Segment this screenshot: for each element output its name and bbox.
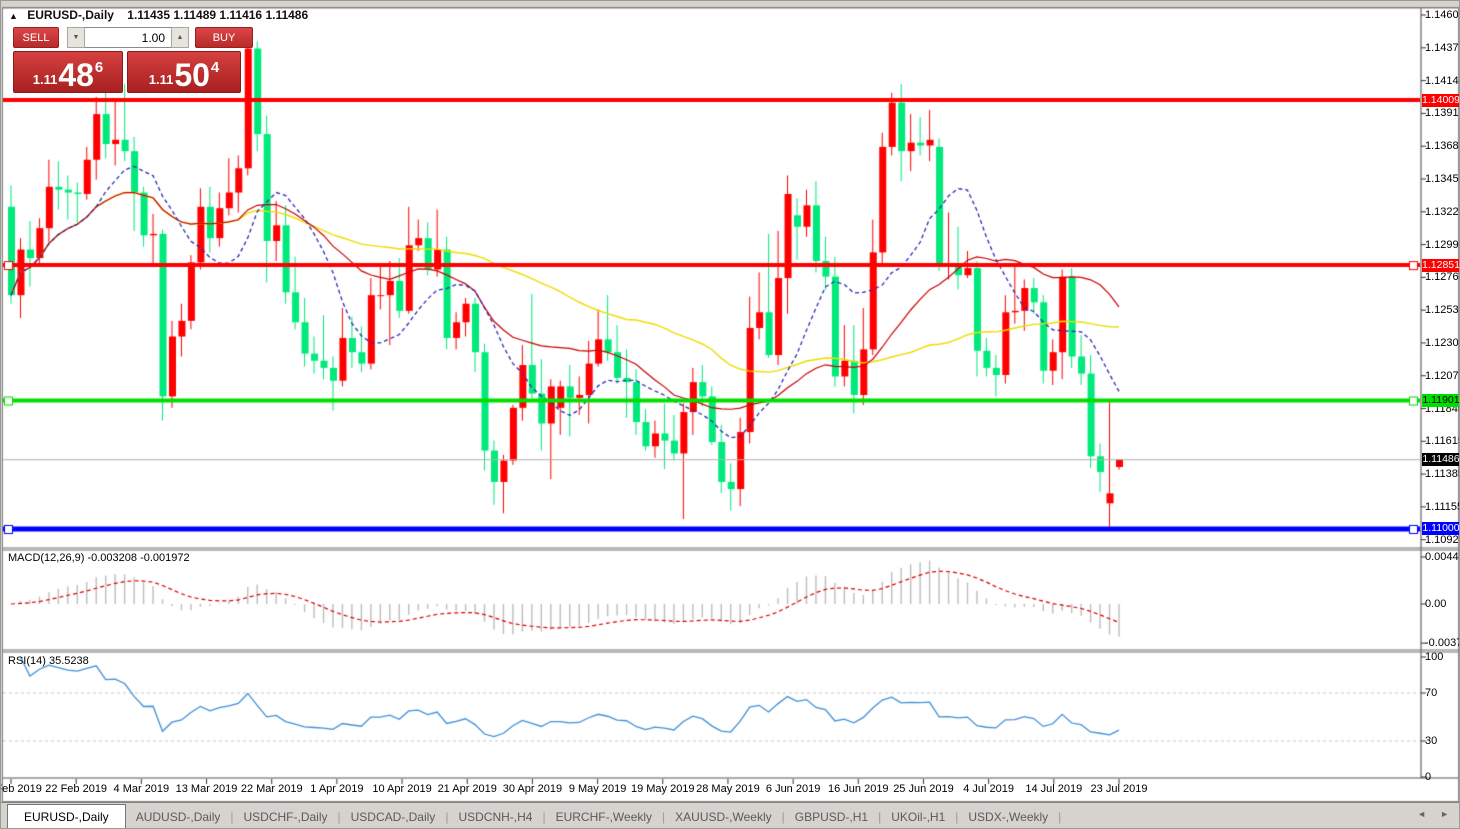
price-tick-label: 1.11615 bbox=[1425, 435, 1459, 448]
tab-gbpusd-h1[interactable]: GBPUSD-,H1 bbox=[794, 809, 869, 824]
chart-canvas[interactable] bbox=[1, 1, 1459, 802]
rsi-tick-label: 30 bbox=[1425, 735, 1438, 747]
rsi-pane-label: RSI(14) 35.5238 bbox=[8, 655, 89, 667]
tab-usdx-weekly[interactable]: USDX-,Weekly bbox=[968, 809, 1049, 824]
price-level-badge: 1.12851 bbox=[1422, 258, 1460, 272]
tab-scroll-left-icon[interactable]: ◄ bbox=[1417, 809, 1427, 819]
tab-usdcnh-h4[interactable]: USDCNH-,H4 bbox=[458, 809, 533, 824]
buy-price-panel[interactable]: 1.11 50 4 bbox=[127, 51, 241, 93]
tab-ukoil-h1[interactable]: UKOil-,H1 bbox=[891, 809, 946, 824]
price-tick-label: 1.13225 bbox=[1425, 205, 1459, 218]
macd-tick-label: -0.0037155 bbox=[1425, 637, 1459, 650]
tab-usdcad-daily[interactable]: USDCAD-,Daily bbox=[350, 809, 436, 824]
ohlc-values: 1.11435 1.11489 1.11416 1.11486 bbox=[127, 8, 309, 22]
date-tick-label: 23 Jul 2019 bbox=[1090, 783, 1148, 795]
price-tick-label: 1.12765 bbox=[1425, 271, 1459, 284]
tab-separator: | bbox=[542, 809, 546, 824]
price-tick-label: 1.12075 bbox=[1425, 369, 1459, 382]
date-tick-label: 1 Apr 2019 bbox=[310, 783, 364, 795]
chart-header: ▲ EURUSD-,Daily 1.11435 1.11489 1.11416 … bbox=[9, 8, 308, 22]
tab-separator: | bbox=[230, 809, 234, 824]
price-tick-label: 1.11385 bbox=[1425, 468, 1459, 481]
sell-price-small: 1.11 bbox=[32, 72, 58, 87]
buy-price-big: 50 bbox=[174, 57, 210, 93]
price-tick-label: 1.13455 bbox=[1425, 172, 1459, 185]
date-tick-label: 10 Apr 2019 bbox=[372, 783, 432, 795]
date-tick-label: 22 Mar 2019 bbox=[240, 783, 303, 795]
price-level-badge: 1.14009 bbox=[1422, 93, 1460, 107]
volume-input[interactable] bbox=[85, 27, 171, 48]
rsi-tick-label: 70 bbox=[1425, 687, 1438, 699]
date-tick-label: 21 Apr 2019 bbox=[437, 783, 497, 795]
price-tick-label: 1.12995 bbox=[1425, 238, 1459, 251]
rsi-tick-label: 100 bbox=[1425, 651, 1444, 663]
tab-eurusd-daily-active[interactable]: EURUSD-,Daily bbox=[7, 804, 126, 828]
buy-button[interactable]: BUY bbox=[195, 27, 253, 48]
price-tick-label: 1.13915 bbox=[1425, 107, 1459, 120]
sell-price-panel[interactable]: 1.11 48 6 bbox=[13, 51, 123, 93]
date-tick-label: 14 Jul 2019 bbox=[1025, 783, 1083, 795]
date-tick-label: 25 Jun 2019 bbox=[893, 783, 954, 795]
tab-usdchf-daily[interactable]: USDCHF-,Daily bbox=[243, 809, 328, 824]
tab-separator: | bbox=[445, 809, 449, 824]
price-tick-label: 1.11155 bbox=[1425, 500, 1460, 513]
macd-tick-label: 0.004465 bbox=[1425, 550, 1459, 563]
macd-tick-label: 0.00 bbox=[1425, 598, 1447, 610]
tab-separator: | bbox=[878, 809, 882, 824]
price-tick-label: 1.14375 bbox=[1425, 41, 1459, 54]
tab-separator: | bbox=[955, 809, 959, 824]
tab-xauusd-weekly[interactable]: XAUUSD-,Weekly bbox=[675, 809, 772, 824]
date-tick-label: 6 Jun 2019 bbox=[765, 783, 821, 795]
tab-scroll-right-icon[interactable]: ► bbox=[1440, 809, 1449, 819]
current-price-badge: 1.11486 bbox=[1422, 453, 1460, 467]
volume-increase-button[interactable]: ▲ bbox=[171, 27, 189, 48]
rsi-tick-label: 0 bbox=[1425, 771, 1432, 783]
tab-separator: | bbox=[337, 809, 341, 824]
date-tick-label: 28 May 2019 bbox=[696, 783, 760, 795]
price-tick-label: 1.12305 bbox=[1425, 336, 1459, 349]
date-tick-label: 13 Feb 2019 bbox=[1, 783, 42, 795]
tab-eurchf-weekly[interactable]: EURCHF-,Weekly bbox=[555, 809, 653, 824]
collapse-trade-widget-icon[interactable]: ▲ bbox=[9, 11, 18, 21]
date-tick-label: 4 Jul 2019 bbox=[963, 783, 1015, 795]
price-tick-label: 1.13685 bbox=[1425, 140, 1459, 153]
tab-audusd-daily[interactable]: AUDUSD-,Daily bbox=[135, 809, 221, 824]
price-tick-label: 1.10925 bbox=[1425, 533, 1459, 546]
buy-price-small: 1.11 bbox=[148, 72, 174, 87]
date-tick-label: 13 Mar 2019 bbox=[175, 783, 238, 795]
sell-price-big: 48 bbox=[58, 57, 94, 93]
price-tick-label: 1.12535 bbox=[1425, 304, 1459, 317]
date-tick-label: 19 May 2019 bbox=[630, 783, 695, 795]
tab-separator: | bbox=[781, 809, 785, 824]
spin-down-icon: ▼ bbox=[72, 34, 80, 41]
date-tick-label: 30 Apr 2019 bbox=[502, 783, 563, 795]
buy-price-sup: 4 bbox=[210, 59, 220, 76]
macd-pane-label: MACD(12,26,9) -0.003208 -0.001972 bbox=[8, 552, 190, 564]
price-level-badge: 1.11901 bbox=[1422, 394, 1460, 408]
symbol-tab-bar: EURUSD-,Daily AUDUSD-,Daily | USDCHF-,Dail… bbox=[1, 802, 1459, 828]
tab-scroll-arrows: ◄ ► bbox=[1417, 809, 1449, 819]
date-tick-label: 9 May 2019 bbox=[568, 783, 627, 795]
price-tick-label: 1.14605 bbox=[1425, 9, 1459, 22]
one-click-trading-widget: SELL ▼ ▲ BUY 1.11 48 6 1.11 50 4 bbox=[13, 27, 313, 93]
date-tick-label: 22 Feb 2019 bbox=[45, 783, 108, 795]
symbol-period-label: EURUSD-,Daily bbox=[27, 8, 114, 22]
tab-separator: | bbox=[662, 809, 666, 824]
spin-up-icon: ▲ bbox=[176, 34, 184, 41]
sell-button[interactable]: SELL bbox=[13, 27, 59, 48]
date-tick-label: 4 Mar 2019 bbox=[113, 783, 170, 795]
volume-decrease-button[interactable]: ▼ bbox=[67, 27, 85, 48]
sell-price-sup: 6 bbox=[94, 59, 104, 76]
price-level-badge: 1.11000 bbox=[1422, 522, 1460, 536]
price-tick-label: 1.14145 bbox=[1425, 74, 1459, 87]
date-tick-label: 16 Jun 2019 bbox=[828, 783, 889, 795]
tab-separator: | bbox=[1058, 809, 1062, 824]
